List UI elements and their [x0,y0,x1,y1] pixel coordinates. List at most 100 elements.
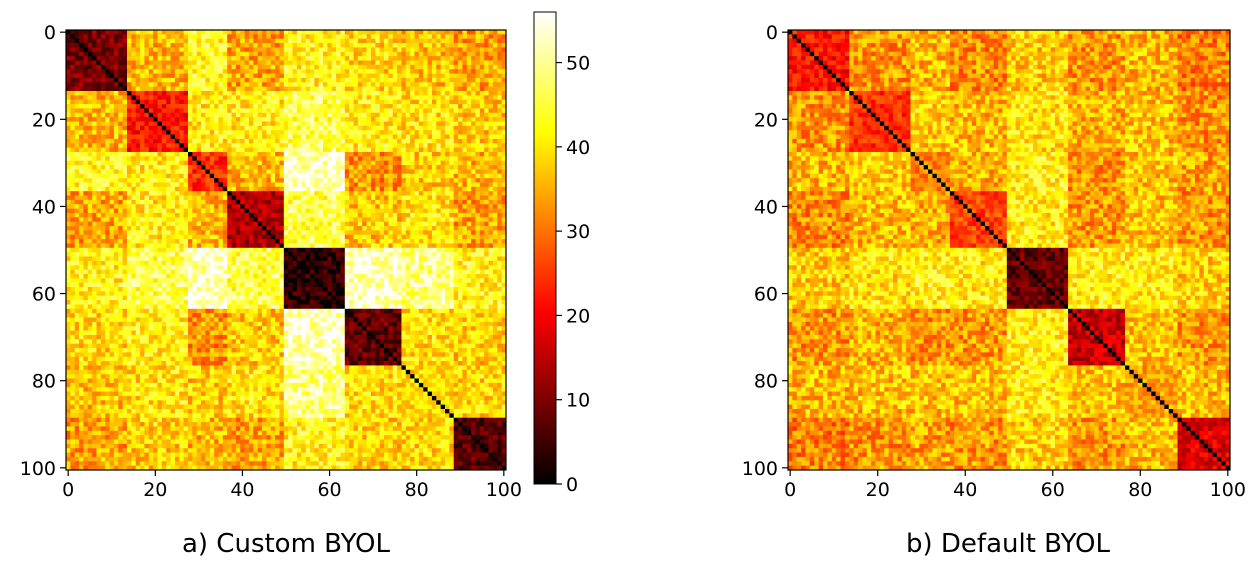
heatmap-cell [100,125,106,131]
heatmap-cell [327,143,333,148]
heatmap-cell [414,56,420,61]
heatmap-cell [148,178,154,183]
heatmap-cell [405,143,411,148]
heatmap-cell [327,239,333,244]
heatmap-cell [397,130,402,135]
heatmap-cell [296,212,302,218]
heatmap-cell [222,234,228,240]
heatmap-cell [492,43,498,48]
heatmap-cell [244,165,250,170]
heatmap-cell [222,147,228,153]
heatmap-cell [436,104,442,109]
heatmap-cell [488,234,494,240]
heatmap-cell [157,178,163,183]
heatmap-cell [174,165,180,170]
heatmap-cell [187,199,193,205]
heatmap-cell [370,56,376,61]
heatmap-cell [262,60,267,66]
heatmap-cell [140,199,145,205]
heatmap-cell [122,239,128,244]
heatmap-cell [192,99,198,105]
heatmap-cell [166,30,171,35]
heatmap-cell [105,182,110,188]
heatmap-cell [192,117,198,122]
heatmap-cell [70,56,76,61]
heatmap-cell [196,121,202,127]
heatmap-cell [209,69,215,74]
heatmap-cell [436,99,442,105]
heatmap-cell [379,186,385,192]
heatmap-cell [109,108,115,114]
heatmap-cell [283,195,289,201]
heatmap-cell [475,147,481,153]
heatmap-cell [92,112,97,118]
heatmap-cell [96,64,102,70]
heatmap-cell [301,151,306,157]
heatmap-cell [214,138,219,144]
heatmap-cell [488,99,494,105]
heatmap-cell [113,182,119,188]
heatmap-cell [244,60,250,66]
heatmap-cell [492,195,498,201]
heatmap-cell [405,60,411,66]
heatmap-cell [288,104,293,109]
heatmap-cell [366,138,372,144]
heatmap-cell [218,38,224,44]
heatmap-cell [283,104,289,109]
heatmap-cell [475,60,481,66]
heatmap-cell [288,204,293,209]
heatmap-cell [257,191,263,196]
heatmap-cell [157,165,163,170]
heatmap-cell [144,191,150,196]
heatmap-cell [479,60,485,66]
heatmap-cell [362,60,367,66]
heatmap-cell [96,151,102,157]
heatmap-cell [113,47,119,53]
heatmap-cell [362,221,367,227]
heatmap-cell [100,243,106,249]
heatmap-cell [366,69,372,74]
heatmap-cell [449,108,455,114]
heatmap-cell [327,112,333,118]
heatmap-cell [131,69,137,74]
heatmap-cell [357,43,363,48]
heatmap-cell [122,125,128,131]
heatmap-cell [231,221,237,227]
heatmap-cell [436,38,442,44]
heatmap-cell [227,199,232,205]
heatmap-cell [153,191,158,196]
heatmap-cell [458,77,463,83]
heatmap-cell [475,212,481,218]
heatmap-cell [70,95,76,101]
heatmap-cell [362,147,367,153]
heatmap-cell [379,156,385,162]
heatmap-cell [449,95,455,101]
heatmap-cell [83,38,89,44]
heatmap-cell [336,56,341,61]
heatmap-cell [109,34,115,40]
heatmap-cell [384,173,389,179]
heatmap-cell [471,51,476,57]
heatmap-cell [283,208,289,214]
heatmap-cell [113,99,119,105]
heatmap-cell [196,34,202,40]
heatmap-cell [449,160,455,166]
heatmap-cell [288,38,293,44]
heatmap-cell [148,121,154,127]
heatmap-cell [153,108,158,114]
heatmap-cell [135,169,141,175]
heatmap-cell [309,160,315,166]
heatmap-cell [492,173,498,179]
heatmap-cell [331,47,337,53]
heatmap-cell [375,82,381,87]
heatmap-cell [253,143,259,148]
heatmap-cell [227,117,232,122]
heatmap-cell [488,204,494,209]
heatmap-cell [431,95,437,101]
heatmap-cell [362,199,367,205]
heatmap-cell [214,112,219,118]
heatmap-cell [427,117,433,122]
heatmap-cell [353,125,359,131]
heatmap-cell [436,173,442,179]
heatmap-cell [427,95,433,101]
